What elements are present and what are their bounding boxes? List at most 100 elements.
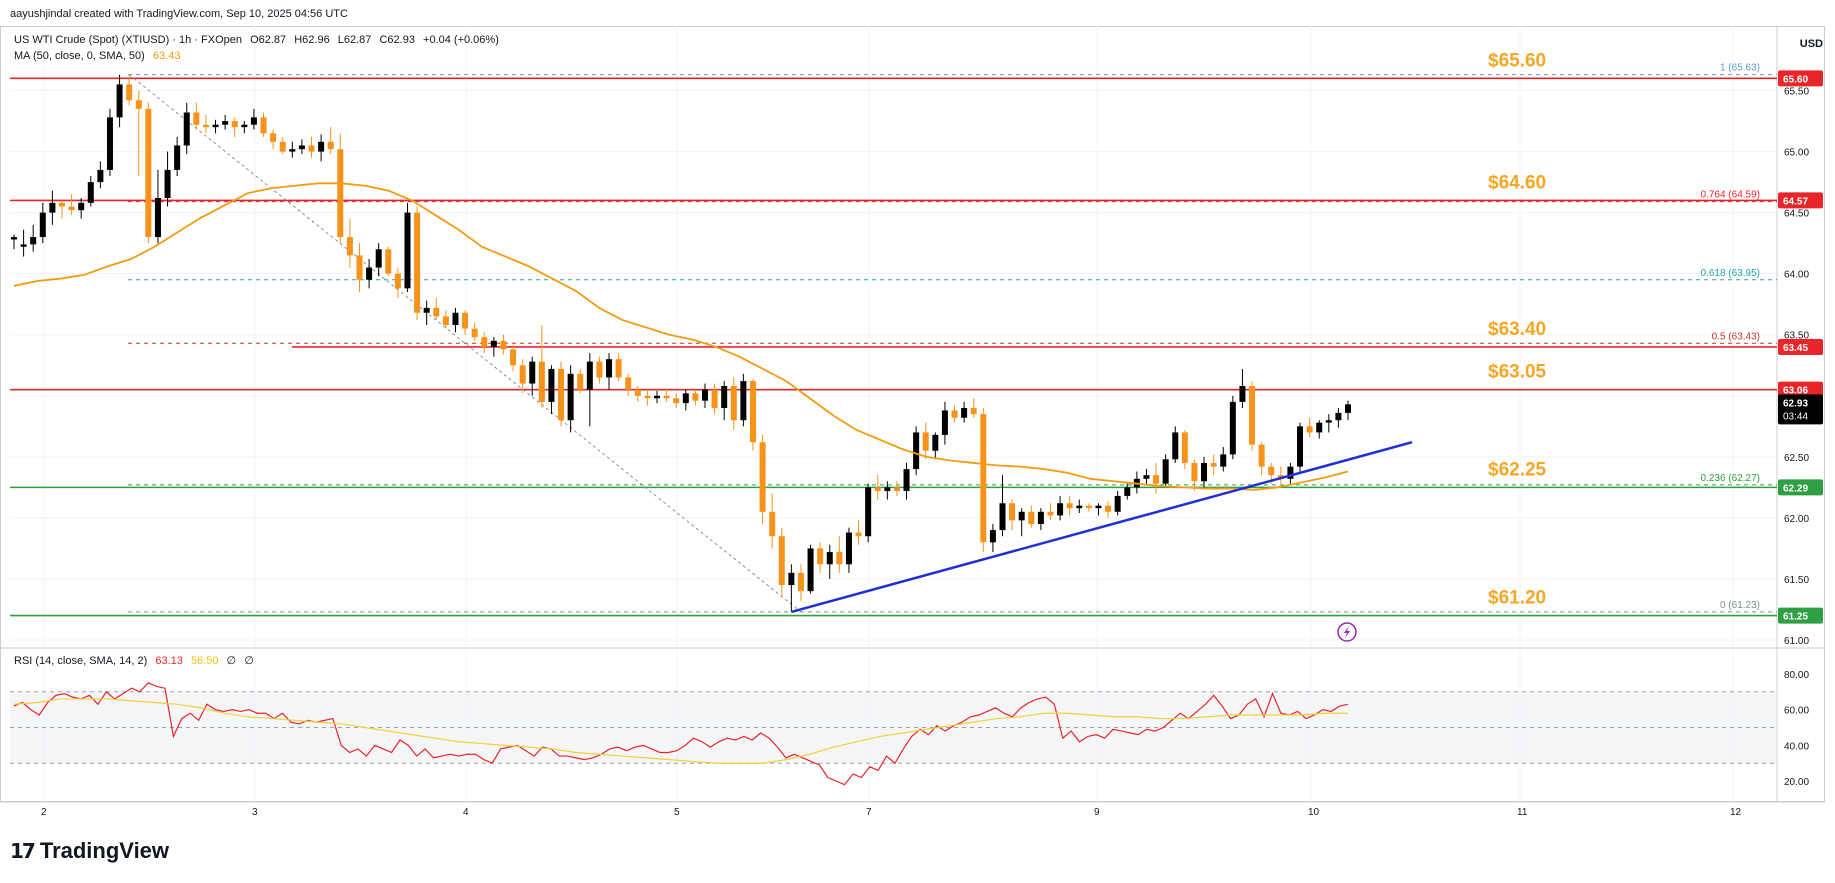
candle-body xyxy=(817,548,824,565)
candle xyxy=(1229,395,1236,460)
candle xyxy=(231,117,238,137)
candle-body xyxy=(78,202,85,211)
candle-body xyxy=(452,312,459,325)
candle-body xyxy=(567,373,574,421)
candle-body xyxy=(759,442,766,512)
candle-body xyxy=(606,359,613,378)
candle xyxy=(961,401,968,423)
candle xyxy=(241,121,248,134)
candle xyxy=(1009,499,1016,531)
candle-body xyxy=(1316,422,1323,433)
candle-body xyxy=(20,244,27,247)
candle-body xyxy=(989,530,996,543)
candle xyxy=(346,218,353,268)
candle xyxy=(385,246,392,277)
candle xyxy=(414,206,421,321)
candle xyxy=(1249,381,1256,451)
candle-body xyxy=(903,469,910,492)
candle-body xyxy=(1239,386,1246,402)
candle-body xyxy=(1172,432,1179,460)
rsi-sma-line xyxy=(13,698,1348,764)
open-value: O62.87 xyxy=(250,34,287,46)
candle xyxy=(826,544,833,579)
rsi-legend[interactable]: RSI (14, close, SMA, 14, 2) 63.13 56.50 … xyxy=(14,654,259,667)
candle-body xyxy=(596,361,603,378)
candle-body xyxy=(1325,420,1332,423)
candle-body xyxy=(941,410,948,435)
candle xyxy=(1143,469,1150,484)
candle xyxy=(855,520,862,545)
candle xyxy=(298,139,305,155)
candle xyxy=(1345,400,1351,421)
candle xyxy=(1066,495,1073,516)
candle xyxy=(20,229,27,257)
candle-body xyxy=(893,487,900,492)
candle-body xyxy=(970,408,977,415)
level-label: $61.20 xyxy=(1488,588,1546,609)
candle-body xyxy=(1220,454,1227,467)
candle xyxy=(1114,491,1121,516)
candle-body xyxy=(615,359,622,378)
candle xyxy=(999,475,1006,537)
candle xyxy=(97,161,104,189)
candle-body xyxy=(11,237,17,240)
candle xyxy=(183,102,190,155)
level-label: $65.60 xyxy=(1488,50,1546,71)
candle-body xyxy=(462,312,469,329)
candle xyxy=(116,74,123,128)
candle-body xyxy=(1153,475,1160,484)
ma-label: MA (50, close, 0, SMA, 50) xyxy=(14,50,145,62)
candle-body xyxy=(558,368,565,421)
candle xyxy=(1277,466,1284,484)
candle-body xyxy=(145,108,152,238)
candle-body xyxy=(1057,503,1064,516)
candle xyxy=(58,200,65,219)
candle-body xyxy=(1143,475,1150,479)
candle xyxy=(174,136,181,176)
candle-body xyxy=(231,121,238,128)
lightning-icon xyxy=(1337,622,1357,642)
candle-body xyxy=(1229,401,1236,455)
ma-legend[interactable]: MA (50, close, 0, SMA, 50) 63.43 xyxy=(14,50,185,62)
candle xyxy=(759,434,766,524)
candle-body xyxy=(394,273,401,289)
candle xyxy=(663,388,670,402)
candle-body xyxy=(519,365,526,384)
rsi-tick: 40.00 xyxy=(1784,741,1809,752)
rsi-tick: 20.00 xyxy=(1784,777,1809,788)
level-label: $62.25 xyxy=(1488,459,1547,480)
candle-body xyxy=(356,255,363,280)
candle xyxy=(126,75,133,106)
price-tick: 61.50 xyxy=(1784,575,1809,586)
candle xyxy=(606,353,613,390)
level-label: $63.05 xyxy=(1488,362,1547,383)
candle-body xyxy=(634,389,641,396)
candle xyxy=(529,356,536,396)
rsi-extra-1: ∅ xyxy=(226,655,237,667)
rsi-sma-value: 56.50 xyxy=(190,655,219,667)
candle-body xyxy=(845,532,852,565)
candle-body xyxy=(836,552,843,565)
candle-body xyxy=(471,328,478,338)
rsi-label: RSI (14, close, SMA, 14, 2) xyxy=(14,655,148,667)
candle xyxy=(970,398,977,418)
price-tick: 62.50 xyxy=(1784,453,1809,464)
candle xyxy=(1133,471,1140,494)
symbol-name[interactable]: US WTI Crude (Spot) (XTIUSD) · 1h · FXOp… xyxy=(14,34,242,46)
candle-body xyxy=(1258,444,1265,467)
candle xyxy=(260,112,267,137)
candle xyxy=(308,136,315,158)
candle xyxy=(423,300,430,325)
candle xyxy=(375,243,382,277)
currency-label: USD xyxy=(1799,38,1823,50)
candle xyxy=(893,481,900,496)
candle-body xyxy=(202,124,209,128)
price-tag-label: 64.57 xyxy=(1783,196,1808,207)
candle-body xyxy=(346,237,353,256)
candle xyxy=(1172,426,1179,463)
candle xyxy=(1201,456,1208,488)
candle xyxy=(644,389,651,406)
tradingview-logo[interactable]: 𝟭𝟳 TradingView xyxy=(10,838,169,864)
price-tag-label: 65.60 xyxy=(1783,74,1808,85)
